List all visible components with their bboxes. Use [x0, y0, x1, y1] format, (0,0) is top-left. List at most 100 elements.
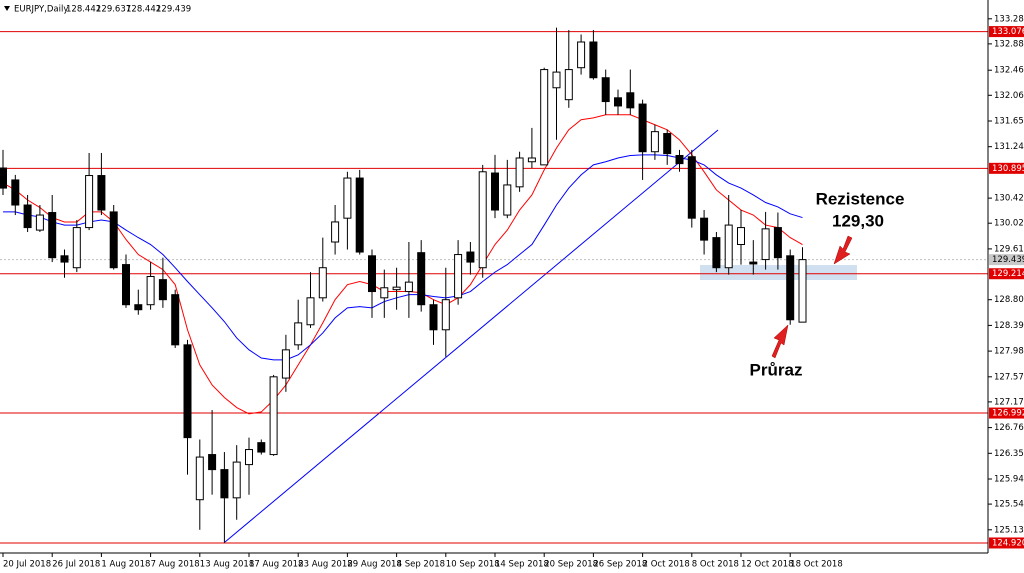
- candle-body: [491, 172, 499, 211]
- candle-body: [737, 227, 745, 246]
- candle-body: [134, 304, 143, 311]
- level-label: 124.920: [992, 538, 1024, 548]
- candle-body: [503, 184, 512, 216]
- candle-body: [687, 156, 696, 219]
- y-tick-label: 130.020: [994, 219, 1024, 229]
- y-tick-label: 126.760: [994, 423, 1024, 433]
- candle-body: [540, 69, 549, 166]
- x-tick-label: 2 Oct 2018: [643, 560, 690, 570]
- resistance-zone: [700, 265, 857, 280]
- x-tick-label: 10 Sep 2018: [446, 560, 500, 570]
- candle-body: [158, 279, 167, 301]
- candle-body: [724, 224, 733, 269]
- candle-body: [650, 131, 659, 153]
- level-box: [989, 407, 1024, 419]
- menu-arrow[interactable]: [4, 6, 10, 11]
- candle-body: [318, 267, 327, 299]
- trendline: [224, 129, 719, 543]
- candle-body: [527, 157, 536, 163]
- x-tick-label: 1 Aug 2018: [101, 560, 150, 570]
- level-box: [989, 268, 1024, 280]
- candle-body: [294, 322, 303, 346]
- arrow: [771, 324, 789, 359]
- candle-body: [171, 294, 180, 346]
- level-label: 130.895: [992, 164, 1024, 174]
- candle-body: [466, 251, 475, 263]
- level-box: [989, 537, 1024, 549]
- candle-body: [663, 133, 672, 155]
- last-price-box: [989, 254, 1024, 266]
- y-tick-label: 125.940: [994, 475, 1024, 485]
- level-label: 133.076: [992, 27, 1024, 37]
- moving-average: [2, 114, 803, 415]
- candle-body: [749, 261, 758, 265]
- annotation: 129,30: [832, 211, 884, 230]
- x-tick-label: 29 Aug 2018: [347, 560, 401, 570]
- candle-body: [380, 287, 389, 299]
- candle-body: [35, 214, 44, 231]
- candle-body: [478, 171, 487, 269]
- x-tick-label: 12 Oct 2018: [741, 560, 794, 570]
- y-tick-label: 127.980: [994, 347, 1024, 357]
- candle-body: [589, 41, 598, 79]
- ohlc-close: 129.439: [156, 5, 191, 15]
- x-tick-label: 13 Aug 2018: [200, 560, 254, 570]
- y-tick-label: 131.650: [994, 116, 1024, 126]
- candle-body: [23, 204, 32, 229]
- annotation: Rezistence: [816, 189, 905, 208]
- candle-body: [773, 227, 782, 259]
- candle-body: [429, 304, 438, 331]
- x-tick-label: 14 Sep 2018: [495, 560, 549, 570]
- candle-body: [343, 177, 352, 219]
- y-tick-label: 125.540: [994, 500, 1024, 510]
- x-tick-label: 23 Aug 2018: [298, 560, 352, 570]
- y-tick-label: 133.280: [994, 14, 1024, 24]
- level-box: [989, 26, 1024, 38]
- chart-title: EURJPY,Daily: [14, 5, 68, 15]
- y-tick-label: 131.240: [994, 142, 1024, 152]
- candle-body: [257, 442, 266, 453]
- candle-body: [355, 177, 364, 253]
- y-tick-label: 132.880: [994, 39, 1024, 49]
- candle-body: [220, 469, 229, 499]
- ohlc-low: 128.442: [126, 5, 161, 15]
- candle-body: [109, 211, 118, 269]
- y-tick-label: 132.460: [994, 66, 1024, 76]
- level-box: [989, 162, 1024, 174]
- x-tick-label: 8 Oct 2018: [692, 560, 739, 570]
- y-tick-label: 129.610: [994, 244, 1024, 254]
- candle-body: [675, 154, 684, 165]
- arrow: [833, 235, 853, 265]
- level-label: 129.214: [992, 269, 1024, 279]
- candle-body: [712, 237, 721, 269]
- annotation: Průraz: [750, 360, 803, 379]
- candle-body: [761, 228, 770, 261]
- x-tick-label: 17 Aug 2018: [249, 560, 303, 570]
- candle-body: [97, 175, 106, 211]
- candle-body: [183, 344, 192, 439]
- y-tick-label: 127.170: [994, 397, 1024, 407]
- candle-body: [306, 297, 315, 326]
- candle-body: [786, 255, 795, 321]
- candle-body: [232, 461, 241, 499]
- y-tick-label: 128.800: [994, 295, 1024, 305]
- y-tick-label: 132.060: [994, 91, 1024, 101]
- candle-body: [614, 97, 622, 107]
- candle-body: [146, 275, 155, 306]
- x-tick-label: 18 Oct 2018: [790, 560, 843, 570]
- x-tick-label: 20 Jul 2018: [3, 560, 51, 570]
- candle-body: [564, 69, 573, 101]
- plot: [0, 27, 988, 544]
- x-tick-label: 7 Aug 2018: [151, 560, 200, 570]
- y-tick-label: 126.350: [994, 449, 1024, 459]
- candle-body: [577, 41, 586, 69]
- candle-body: [48, 212, 57, 259]
- y-tick-label: 128.390: [994, 321, 1024, 331]
- candle-body: [454, 254, 463, 299]
- candle-body: [638, 103, 647, 153]
- candle-body: [552, 71, 561, 89]
- candle-body: [60, 255, 69, 263]
- candle-body: [798, 259, 807, 323]
